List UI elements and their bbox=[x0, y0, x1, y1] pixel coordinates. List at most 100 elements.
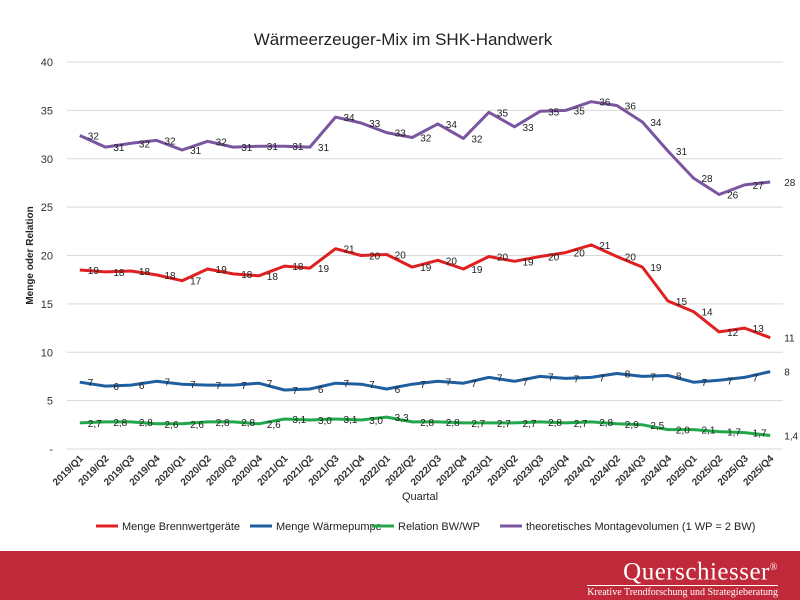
y-axis-title: Menge oder Relation bbox=[25, 206, 36, 304]
data-label: 7 bbox=[267, 379, 273, 390]
data-label: 32 bbox=[165, 136, 177, 147]
data-label: 2,8 bbox=[139, 418, 153, 429]
x-axis-title: Quartal bbox=[402, 491, 438, 503]
data-label: 2,8 bbox=[446, 418, 460, 429]
data-label: 33 bbox=[369, 119, 381, 130]
data-label: 7 bbox=[574, 374, 580, 385]
brand-logo: Querschiesser® Kreative Trendforschung u… bbox=[587, 555, 778, 598]
data-label: 12 bbox=[727, 328, 739, 339]
data-label: 33 bbox=[523, 123, 535, 134]
data-label: 20 bbox=[369, 252, 381, 263]
data-label: 2,6 bbox=[190, 420, 204, 431]
data-label: 8 bbox=[784, 368, 790, 379]
data-label: 7 bbox=[727, 376, 733, 387]
data-label: 3,1 bbox=[292, 415, 306, 426]
data-label: 19 bbox=[216, 265, 228, 276]
data-label: 18 bbox=[165, 271, 177, 282]
data-label: 18 bbox=[292, 262, 304, 273]
data-label: 26 bbox=[727, 191, 739, 202]
data-label: 2,0 bbox=[676, 426, 690, 437]
data-label: 19 bbox=[420, 263, 432, 274]
data-label: 14 bbox=[702, 308, 714, 319]
data-label: 3,3 bbox=[395, 413, 409, 424]
data-label: 2,6 bbox=[165, 420, 179, 431]
y-tick-label: 30 bbox=[41, 154, 53, 166]
legend-label: theoretisches Montagevolumen (1 WP = 2 B… bbox=[526, 521, 755, 533]
data-label: 2,8 bbox=[599, 418, 613, 429]
data-label: 15 bbox=[676, 297, 688, 308]
data-label: 2,5 bbox=[650, 421, 664, 432]
data-label: 20 bbox=[574, 249, 586, 260]
data-label: 28 bbox=[702, 174, 714, 185]
data-label: 35 bbox=[497, 108, 509, 119]
data-label: 7 bbox=[497, 373, 503, 384]
chart: Wärmeerzeuger-Mix im SHK-Handwerk - 5 10 15… bbox=[25, 30, 799, 533]
data-label: 35 bbox=[574, 106, 586, 117]
data-label: 32 bbox=[139, 139, 151, 150]
data-label: 7 bbox=[523, 377, 529, 388]
data-label: 2,9 bbox=[625, 420, 639, 431]
data-label: 20 bbox=[446, 256, 458, 267]
data-label: 6 bbox=[139, 381, 145, 392]
brand-registered-mark: ® bbox=[769, 562, 778, 573]
data-label: 3,1 bbox=[344, 415, 358, 426]
data-label: 7 bbox=[420, 380, 426, 391]
data-label: 3,0 bbox=[318, 416, 332, 427]
data-label: 2,8 bbox=[216, 418, 230, 429]
data-label: 34 bbox=[650, 118, 662, 129]
data-label: 1,7 bbox=[727, 428, 741, 439]
data-label: 2,7 bbox=[88, 419, 102, 430]
footer-bar: Querschiesser® Kreative Trendforschung u… bbox=[0, 551, 800, 600]
y-tick-label: - bbox=[49, 444, 53, 456]
data-label: 31 bbox=[318, 143, 330, 154]
y-tick-label: 35 bbox=[41, 105, 53, 117]
data-label: 8 bbox=[676, 371, 682, 382]
legend: Menge Brennwertgeräte Menge Wärmepumpe Rel… bbox=[96, 521, 755, 533]
data-label: 18 bbox=[241, 270, 253, 281]
brand-name: Querschiesser® bbox=[587, 555, 778, 585]
data-label: 18 bbox=[113, 268, 125, 279]
data-label: 35 bbox=[548, 107, 560, 118]
data-label: 19 bbox=[471, 265, 483, 276]
data-label: 32 bbox=[471, 134, 483, 145]
y-tick-label: 15 bbox=[41, 299, 53, 311]
data-label: 32 bbox=[88, 132, 100, 143]
series-line bbox=[79, 100, 771, 196]
data-label: 7 bbox=[446, 377, 452, 388]
data-label: 7 bbox=[190, 380, 196, 391]
data-labels: 19 18 18 18 17 19 18 18 18 19 21 20 20 19 20 19 20 19 20 20… bbox=[88, 98, 799, 443]
data-label: 6 bbox=[113, 382, 119, 393]
data-label: 21 bbox=[599, 241, 611, 252]
data-label: 19 bbox=[88, 266, 100, 277]
series-lines bbox=[79, 100, 771, 437]
data-label: 6 bbox=[395, 385, 401, 396]
data-label: 31 bbox=[267, 142, 279, 153]
y-tick-label: 10 bbox=[41, 347, 53, 359]
data-label: 36 bbox=[599, 98, 611, 109]
data-label: 2,1 bbox=[702, 426, 716, 437]
data-label: 28 bbox=[784, 178, 796, 189]
data-label: 32 bbox=[216, 137, 228, 148]
data-label: 13 bbox=[753, 324, 765, 335]
legend-label: Menge Wärmepumpe bbox=[276, 521, 382, 533]
data-label: 18 bbox=[139, 267, 151, 278]
data-label: 11 bbox=[784, 334, 795, 345]
data-label: 17 bbox=[190, 277, 202, 288]
data-label: 7 bbox=[599, 373, 605, 384]
y-tick-label: 40 bbox=[41, 57, 53, 69]
data-label: 7 bbox=[88, 378, 94, 389]
data-label: 7 bbox=[369, 380, 375, 391]
data-label: 31 bbox=[190, 146, 202, 157]
data-label: 6 bbox=[318, 385, 324, 396]
data-label: 36 bbox=[625, 102, 637, 113]
data-label: 20 bbox=[548, 252, 560, 263]
data-label: 20 bbox=[625, 252, 637, 263]
data-label: 7 bbox=[650, 372, 656, 383]
brand-tagline: Kreative Trendforschung und Strategieber… bbox=[587, 585, 778, 599]
data-label: 7 bbox=[241, 381, 247, 392]
data-label: 7 bbox=[216, 381, 222, 392]
data-label: 2,8 bbox=[241, 418, 255, 429]
data-label: 2,7 bbox=[497, 419, 511, 430]
data-label: 1,7 bbox=[753, 429, 767, 440]
legend-label: Menge Brennwertgeräte bbox=[122, 521, 240, 533]
